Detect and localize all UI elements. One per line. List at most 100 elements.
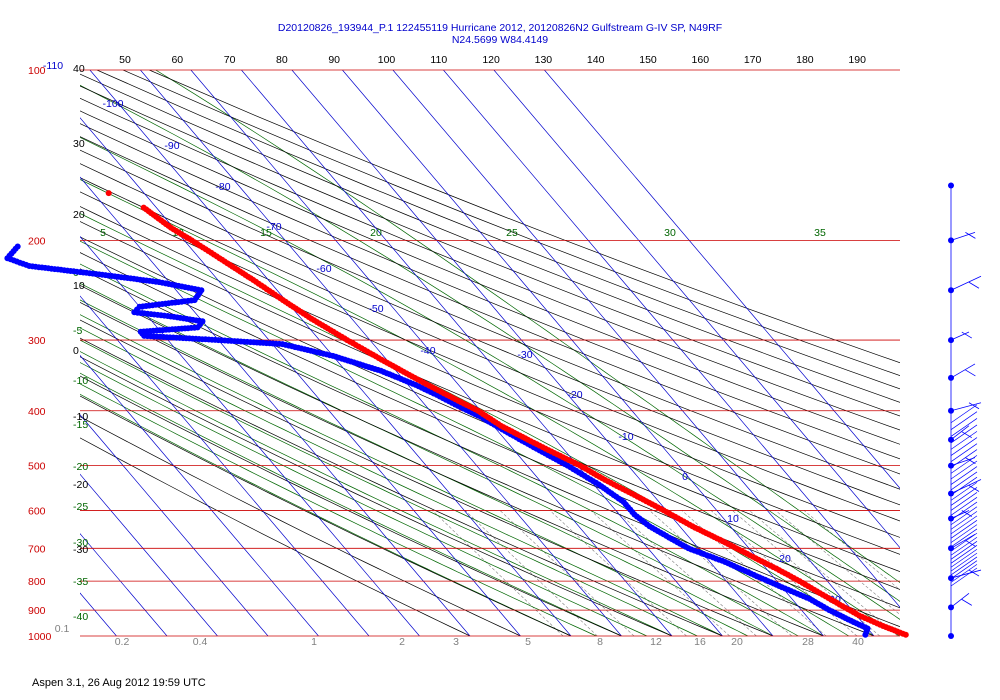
dry-adiabat-line <box>80 236 900 590</box>
wind-barb <box>950 541 978 560</box>
isotherm-label: -10 <box>618 431 633 443</box>
wind-barb <box>965 232 976 239</box>
top-tick-label: 80 <box>276 54 288 66</box>
moist-adiabat-label: 15 <box>260 227 272 239</box>
dry-adiabat-line <box>80 395 572 636</box>
mixing-ratio-line <box>499 510 635 636</box>
wind-barb <box>950 560 978 579</box>
mixing-ratio-line <box>549 510 687 636</box>
isotherm-line <box>80 176 471 636</box>
moist-adiabat-label: 25 <box>506 227 518 239</box>
top-tick-label: 50 <box>119 54 131 66</box>
wind-barb <box>961 331 973 339</box>
dry-adiabat-label: 20 <box>73 209 85 221</box>
mixing-ratio-line <box>649 510 792 636</box>
wind-barb <box>950 443 978 462</box>
moist-adiabat-line <box>80 314 748 636</box>
isotherm-label: 0 <box>682 471 688 483</box>
mixing-ratio-label: 5 <box>525 636 531 648</box>
chart-title-line-1: D20120826_193944_P.1 122455119 Hurricane… <box>277 22 723 34</box>
dry-adiabat-line <box>80 356 673 636</box>
isotherm-label: -40 <box>420 345 435 357</box>
wind-barb <box>950 471 978 491</box>
wind-barb <box>950 455 978 474</box>
dry-adiabat-line <box>80 284 875 636</box>
wind-barb <box>968 485 980 492</box>
top-tick-label: 180 <box>796 54 814 66</box>
wind-barb <box>950 515 978 535</box>
wind-barb <box>950 487 978 506</box>
temperature-profile <box>105 190 909 638</box>
wind-profile-point <box>948 407 954 414</box>
wind-barb <box>950 506 978 526</box>
wind-barb <box>961 599 973 606</box>
isotherm-label: -30 <box>517 349 532 361</box>
mixing-ratio-label: 12 <box>650 636 662 648</box>
wind-barb <box>950 569 982 579</box>
wind-barb <box>950 331 970 341</box>
wind-barb <box>950 528 978 548</box>
dry-adiabat-line <box>80 302 824 636</box>
dry-adiabat-line <box>80 177 900 522</box>
wind-barb <box>965 369 976 377</box>
mixing-ratio-label: 0.4 <box>193 636 208 648</box>
isotherm-label: -60 <box>316 263 331 275</box>
wind-profile-point <box>948 490 954 497</box>
mixing-ratio-label: 0.2 <box>115 636 130 648</box>
wind-barb <box>950 520 978 539</box>
isotherm-line <box>80 354 319 636</box>
isobars <box>80 69 900 637</box>
isotherm-label: 10 <box>727 513 739 525</box>
isotherm-line <box>493 70 900 549</box>
dry-adiabat-line <box>80 437 471 636</box>
dewpoint-point <box>862 631 869 638</box>
pressure-label: 700 <box>28 543 46 555</box>
moist-adiabat-line <box>80 179 900 636</box>
wind-barb <box>950 501 978 521</box>
temperature-point <box>105 190 112 197</box>
wind-barb <box>950 567 978 587</box>
moist-adiabat-line <box>80 136 900 620</box>
moist-adiabat-line <box>80 372 622 636</box>
dry-adiabat-line <box>80 97 900 431</box>
dry-adiabat-line <box>80 375 622 636</box>
dry-adiabat-label: 30 <box>73 138 85 150</box>
dry-adiabat-label: -30 <box>73 544 88 556</box>
wind-barb <box>950 548 978 568</box>
pressure-label: 100 <box>28 65 46 77</box>
wind-barb <box>950 466 978 485</box>
isotherm-line <box>342 70 824 636</box>
top-tick-label: 110 <box>430 54 447 66</box>
moist-adiabat-line <box>80 240 849 636</box>
moist-adiabat-line <box>80 327 723 636</box>
mixing-ratio-label: 1 <box>311 636 317 648</box>
wind-barb <box>950 411 978 430</box>
mixing-ratio-label: 16 <box>694 636 706 648</box>
dry-adiabat-line <box>96 70 900 390</box>
wind-barb <box>950 404 978 424</box>
moist-adiabat-label: -40 <box>73 611 88 623</box>
dry-adiabat-line <box>80 110 900 445</box>
wind-barb <box>961 431 973 439</box>
mixing-ratio-line <box>615 510 757 636</box>
moist-adiabat-line <box>80 393 572 636</box>
wind-barb <box>950 402 982 412</box>
temperature-point <box>902 631 909 638</box>
moist-adiabat-line <box>80 351 673 636</box>
top-tick-label: 60 <box>171 54 183 66</box>
dry-adiabat-line <box>80 206 900 555</box>
dry-adiabat-line <box>80 73 900 403</box>
isotherm-line <box>80 117 521 636</box>
moist-adiabat-label: -10 <box>73 375 88 387</box>
top-tick-label: 130 <box>535 54 553 66</box>
wind-barb <box>950 536 978 556</box>
wind-barb <box>950 460 978 480</box>
wind-barb <box>968 569 980 577</box>
isotherm-label: -70 <box>266 221 281 233</box>
wind-barb <box>950 363 976 379</box>
wind-barb <box>950 479 982 494</box>
wind-barb <box>950 532 978 552</box>
mixing-ratio-line <box>775 510 900 615</box>
moist-adiabat-line <box>80 383 597 636</box>
mixing-ratio-line <box>432 510 564 636</box>
